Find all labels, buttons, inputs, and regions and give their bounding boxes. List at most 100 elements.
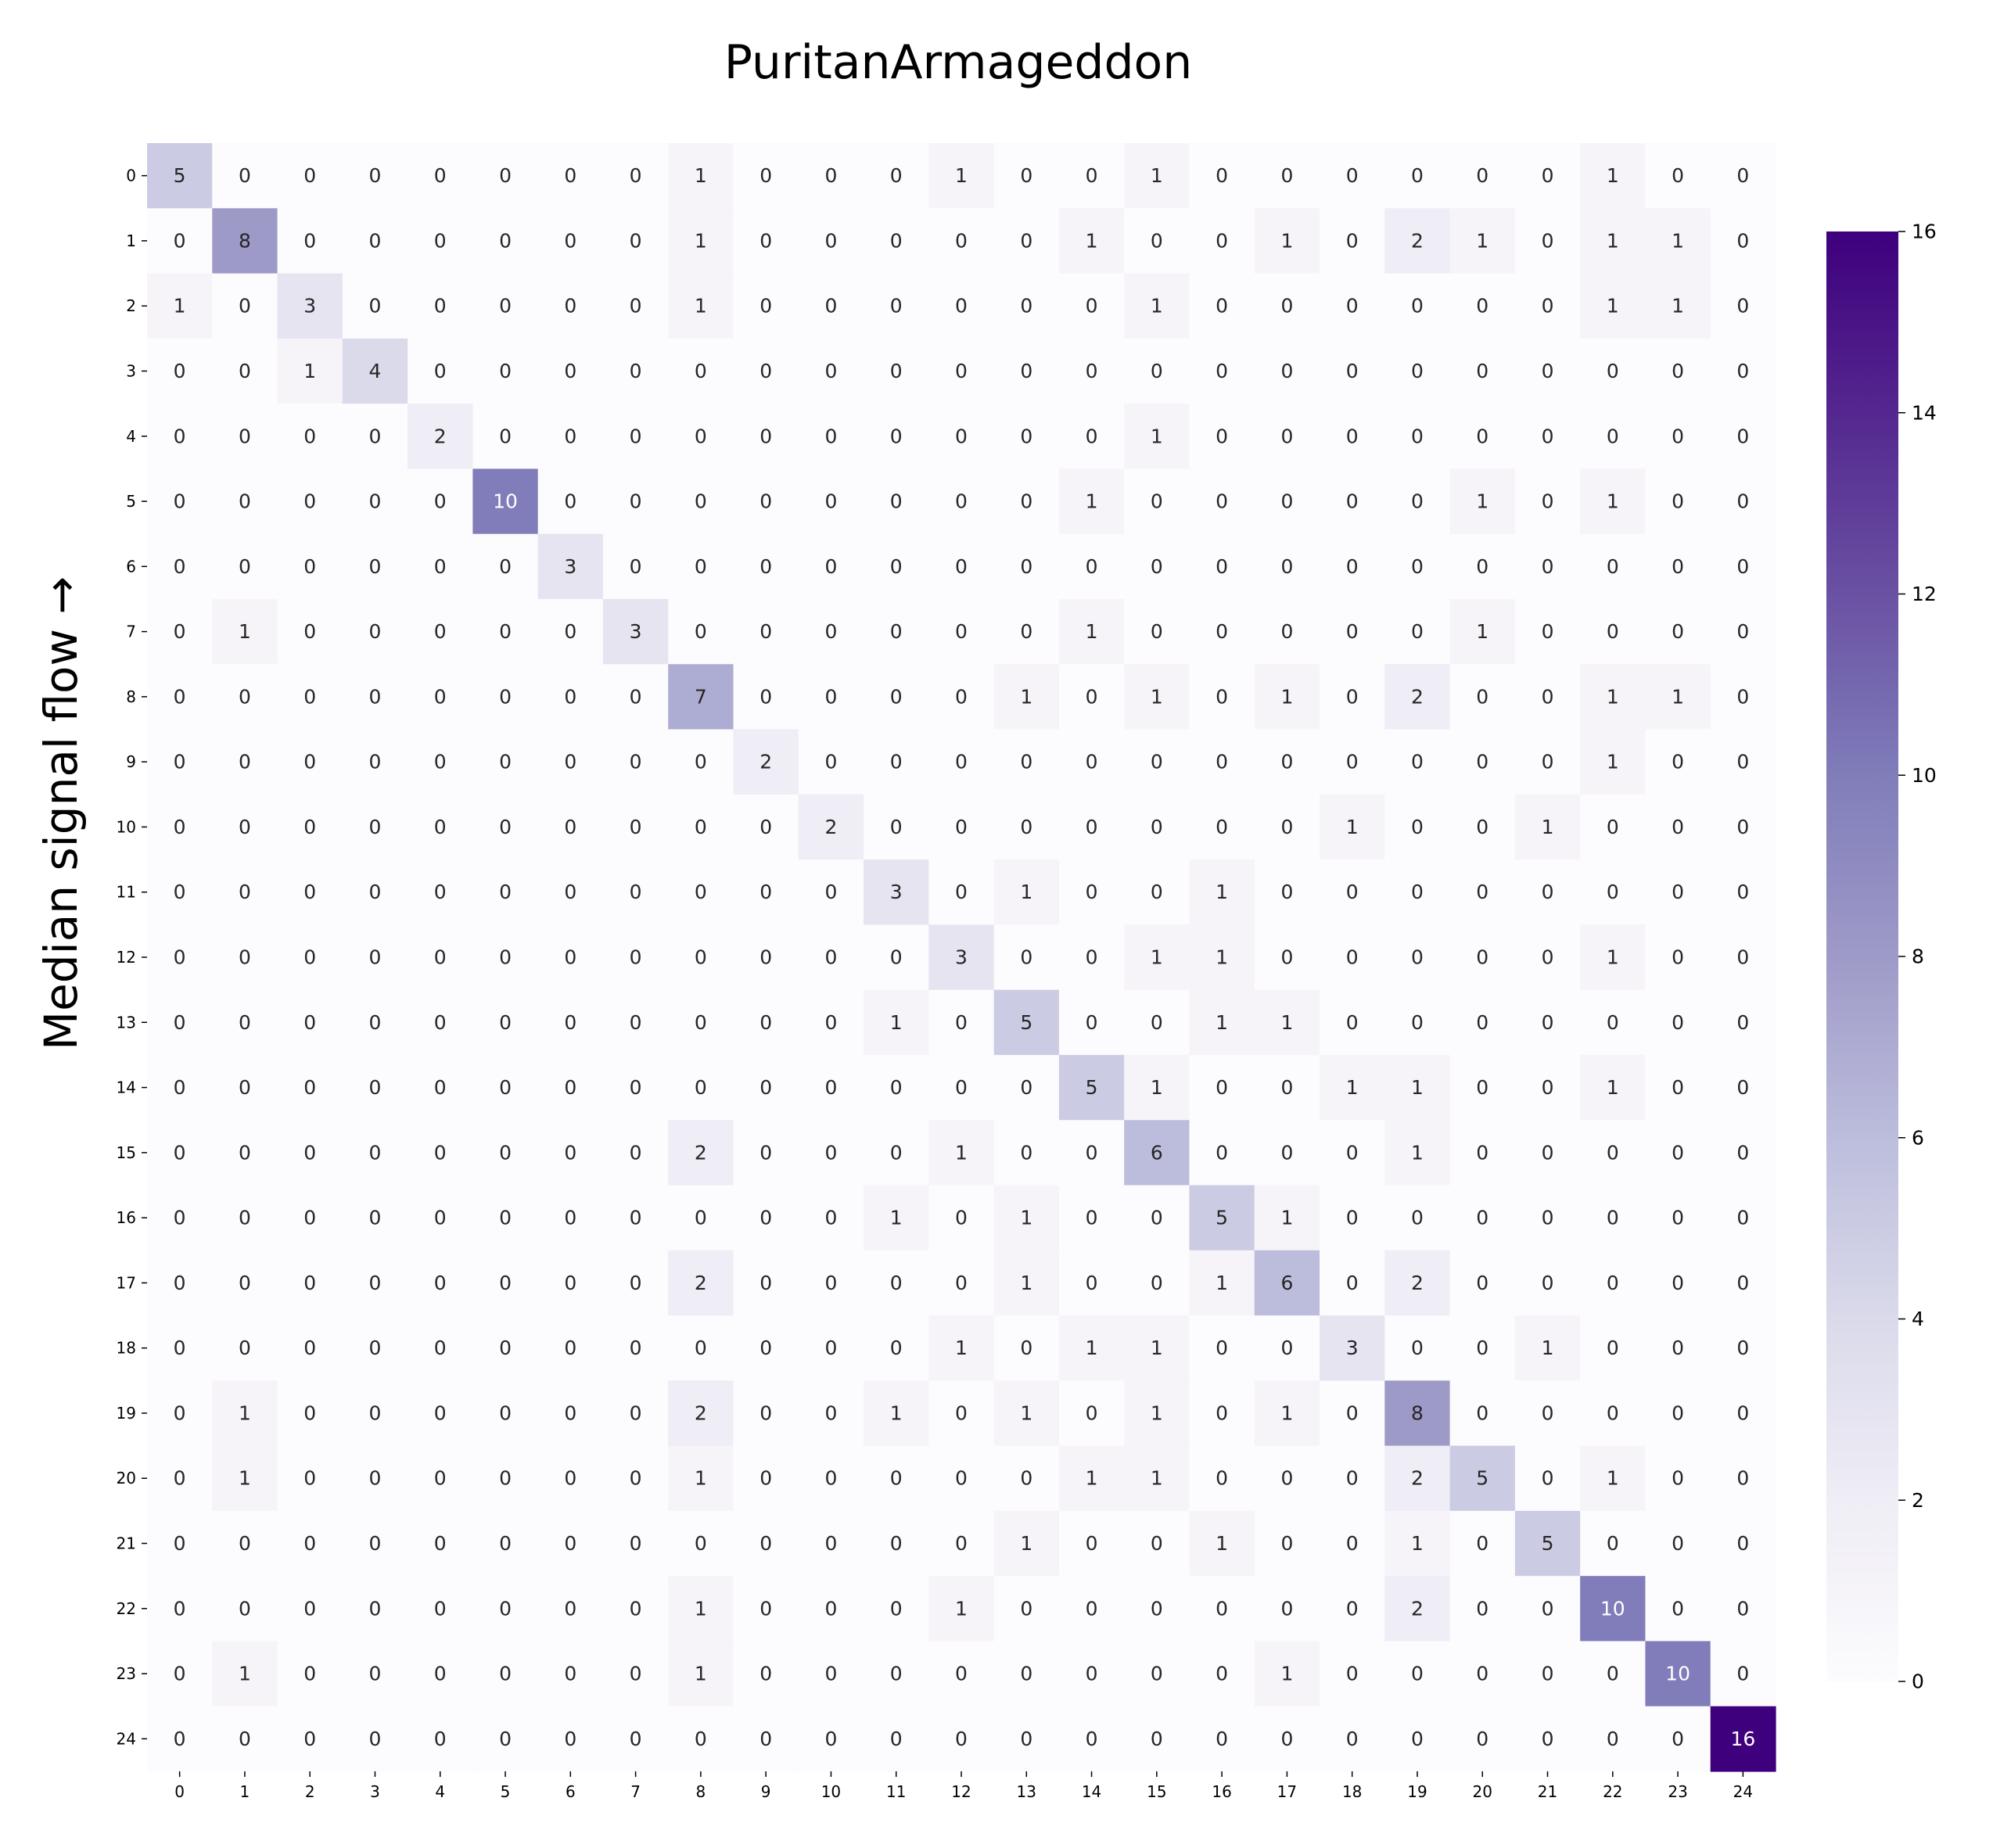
cell-value-label: 0: [630, 881, 642, 903]
heatmap-cell: [408, 664, 473, 730]
heatmap-cell: [277, 533, 343, 600]
cell-value-label: 0: [369, 1467, 382, 1490]
heatmap-cell: [733, 1120, 799, 1186]
heatmap-cell: [1058, 1054, 1125, 1121]
x-tick-label: 6: [566, 1782, 576, 1801]
cell-value-label: 0: [824, 1467, 837, 1490]
heatmap-cell: [1580, 1641, 1646, 1707]
cell-value-label: 0: [955, 1401, 968, 1424]
heatmap-cell: [147, 533, 213, 600]
cell-value-label: 0: [824, 1272, 837, 1294]
x-tick-label: 10: [821, 1782, 841, 1801]
cell-value-label: 0: [1086, 816, 1098, 838]
cell-value-label: 0: [630, 1401, 642, 1424]
heatmap-cell: [1124, 1315, 1190, 1381]
heatmap-cell: [1058, 664, 1125, 730]
cell-value-label: 0: [1411, 751, 1424, 773]
cell-value-label: 0: [630, 1337, 642, 1359]
cell-value-label: 0: [1346, 1532, 1359, 1555]
heatmap-cell: [1449, 404, 1516, 469]
cell-value-label: 0: [434, 1141, 447, 1164]
heatmap-cell: [1580, 404, 1646, 469]
cell-value-label: 0: [1411, 1728, 1424, 1750]
heatmap-cell: [537, 1315, 604, 1381]
heatmap-cell: [1124, 404, 1190, 469]
heatmap-cell: [472, 468, 539, 535]
cell-value-label: 2: [759, 751, 772, 773]
heatmap-cell: [602, 859, 669, 925]
cell-value-label: 0: [695, 1337, 707, 1359]
heatmap-cell: [1384, 859, 1451, 925]
cell-value-label: 0: [1476, 360, 1488, 382]
cell-value-label: 0: [239, 685, 251, 708]
heatmap-cell: [733, 338, 799, 404]
heatmap-cell: [602, 1641, 669, 1707]
cell-value-label: 0: [695, 360, 707, 382]
cell-value-label: 0: [1086, 1011, 1098, 1034]
cell-value-label: 0: [434, 490, 447, 513]
heatmap-cell: [1645, 1315, 1711, 1381]
heatmap-cell: [1645, 1185, 1711, 1251]
cell-value-label: 0: [499, 360, 512, 382]
cell-value-label: 0: [1736, 295, 1749, 318]
heatmap-cell: [1254, 468, 1320, 535]
cell-value-label: 0: [1346, 229, 1359, 252]
cell-value-label: 1: [955, 1597, 968, 1620]
heatmap-cell: [798, 1054, 864, 1121]
heatmap-cell: [472, 859, 539, 925]
cell-value-label: 0: [303, 946, 316, 969]
cell-value-label: 0: [1411, 1337, 1424, 1359]
heatmap-cell: [408, 794, 473, 860]
cell-value-label: 0: [1411, 360, 1424, 382]
heatmap-cell: [798, 1641, 864, 1707]
cell-value-label: 0: [239, 946, 251, 969]
cell-value-label: 0: [1607, 1272, 1619, 1294]
y-tick-label: 17: [117, 1273, 136, 1292]
cell-value-label: 0: [434, 295, 447, 318]
cell-value-label: 0: [564, 946, 576, 969]
heatmap-cell: [1710, 533, 1776, 600]
cell-value-label: 0: [955, 555, 968, 578]
heatmap-cell: [342, 1380, 408, 1447]
cell-value-label: 0: [890, 816, 903, 838]
cell-value-label: 1: [695, 295, 707, 318]
cell-value-label: 0: [1216, 555, 1228, 578]
cell-value-label: 0: [1020, 229, 1032, 252]
cell-value-label: 0: [759, 425, 772, 447]
heatmap-cell: [733, 404, 799, 469]
cell-value-label: 1: [695, 1663, 707, 1685]
cell-value-label: 0: [1672, 1272, 1684, 1294]
heatmap-cell: [212, 1576, 278, 1642]
cell-value-label: 0: [174, 946, 186, 969]
heatmap-cell: [1058, 989, 1125, 1056]
heatmap-cell: [472, 1706, 539, 1772]
cell-value-label: 0: [1346, 946, 1359, 969]
cell-value-label: 0: [890, 620, 903, 643]
heatmap-cell: [733, 143, 799, 209]
cell-value-label: 0: [369, 1728, 382, 1750]
cell-value-label: 0: [759, 1532, 772, 1555]
cell-value-label: 0: [1216, 490, 1228, 513]
cell-value-label: 0: [499, 1207, 512, 1229]
heatmap-cell: [1710, 1054, 1776, 1121]
cell-value-label: 0: [824, 555, 837, 578]
cell-value-label: 1: [1411, 1532, 1424, 1555]
heatmap-cell: [1645, 1641, 1711, 1707]
cell-value-label: 0: [1476, 946, 1488, 969]
cell-value-label: 0: [434, 1401, 447, 1424]
heatmap-cell: [864, 1054, 929, 1121]
cell-value-label: 0: [890, 1467, 903, 1490]
heatmap-cell: [1645, 1510, 1711, 1577]
cell-value-label: 0: [890, 946, 903, 969]
cell-value-label: 0: [1216, 1728, 1228, 1750]
heatmap-cell: [1124, 664, 1190, 730]
cell-value-label: 0: [239, 360, 251, 382]
x-tick-label: 21: [1538, 1782, 1557, 1801]
cell-value-label: 0: [1542, 881, 1554, 903]
cell-value-label: 0: [1542, 360, 1554, 382]
heatmap-cell: [1710, 1445, 1776, 1512]
heatmap-cell: [212, 338, 278, 404]
heatmap-cell: [668, 794, 734, 860]
cell-value-label: 0: [369, 229, 382, 252]
cell-value-label: 0: [1607, 425, 1619, 447]
